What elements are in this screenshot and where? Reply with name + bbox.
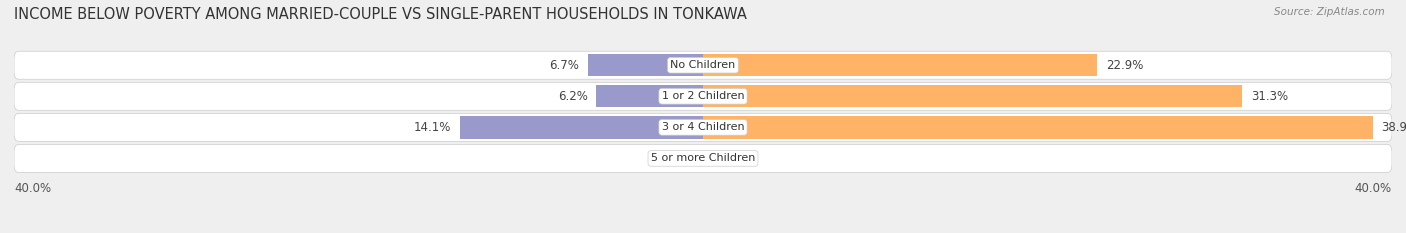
Text: No Children: No Children: [671, 60, 735, 70]
Text: 40.0%: 40.0%: [1355, 182, 1392, 195]
Text: 0.0%: 0.0%: [711, 152, 741, 165]
Text: 40.0%: 40.0%: [14, 182, 51, 195]
Bar: [460, 116, 703, 139]
Text: Source: ZipAtlas.com: Source: ZipAtlas.com: [1274, 7, 1385, 17]
Text: 22.9%: 22.9%: [1107, 59, 1143, 72]
Bar: [588, 54, 703, 76]
Text: 6.2%: 6.2%: [558, 90, 588, 103]
FancyBboxPatch shape: [14, 113, 1392, 141]
Text: INCOME BELOW POVERTY AMONG MARRIED-COUPLE VS SINGLE-PARENT HOUSEHOLDS IN TONKAWA: INCOME BELOW POVERTY AMONG MARRIED-COUPL…: [14, 7, 747, 22]
Text: 3 or 4 Children: 3 or 4 Children: [662, 122, 744, 132]
FancyBboxPatch shape: [14, 51, 1392, 79]
Bar: [703, 85, 1241, 107]
Bar: [703, 54, 1098, 76]
Text: 38.9%: 38.9%: [1382, 121, 1406, 134]
Text: 0.0%: 0.0%: [665, 152, 695, 165]
Text: 14.1%: 14.1%: [415, 121, 451, 134]
Text: 1 or 2 Children: 1 or 2 Children: [662, 91, 744, 101]
Text: 5 or more Children: 5 or more Children: [651, 154, 755, 163]
Bar: [703, 116, 1374, 139]
FancyBboxPatch shape: [14, 144, 1392, 172]
Text: 6.7%: 6.7%: [550, 59, 579, 72]
FancyBboxPatch shape: [14, 82, 1392, 110]
Bar: [596, 85, 703, 107]
Text: 31.3%: 31.3%: [1251, 90, 1288, 103]
